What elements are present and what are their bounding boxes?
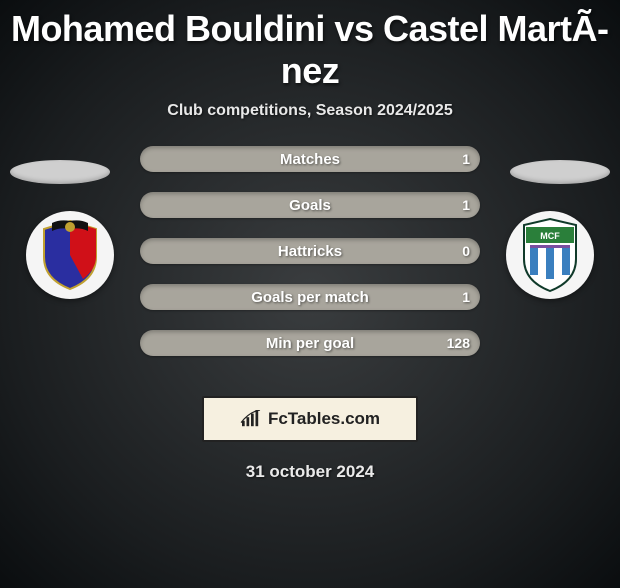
comparison-area: MCF Matches 1 Goals 1 Hattricks 0 Goals … xyxy=(0,160,620,380)
stat-row-goals-per-match: Goals per match 1 xyxy=(140,284,480,310)
levante-crest-icon xyxy=(38,219,102,291)
malaga-crest-icon: MCF xyxy=(520,217,580,293)
player-right-oval xyxy=(510,160,610,184)
stat-label: Min per goal xyxy=(140,335,480,352)
club-badge-left xyxy=(20,212,120,298)
brand-box[interactable]: FcTables.com xyxy=(202,396,418,442)
stat-right-value: 1 xyxy=(450,289,470,305)
stat-label: Matches xyxy=(140,151,480,168)
page-title: Mohamed Bouldini vs Castel MartÃ­nez xyxy=(0,8,620,92)
stat-right-value: 1 xyxy=(450,197,470,213)
stat-row-min-per-goal: Min per goal 128 xyxy=(140,330,480,356)
club-badge-right: MCF xyxy=(500,212,600,298)
stat-label: Hattricks xyxy=(140,243,480,260)
stat-rows: Matches 1 Goals 1 Hattricks 0 Goals per … xyxy=(140,146,480,376)
bar-chart-icon xyxy=(240,410,262,428)
stat-row-goals: Goals 1 xyxy=(140,192,480,218)
stat-label: Goals per match xyxy=(140,289,480,306)
stat-row-hattricks: Hattricks 0 xyxy=(140,238,480,264)
subtitle: Club competitions, Season 2024/2025 xyxy=(0,102,620,120)
badge-circle xyxy=(26,211,114,299)
brand-label: FcTables.com xyxy=(268,409,380,429)
badge-circle: MCF xyxy=(506,211,594,299)
date-label: 31 october 2024 xyxy=(0,462,620,482)
stat-right-value: 1 xyxy=(450,151,470,167)
stat-row-matches: Matches 1 xyxy=(140,146,480,172)
svg-text:MCF: MCF xyxy=(540,231,560,241)
player-left-oval xyxy=(10,160,110,184)
stat-right-value: 0 xyxy=(450,243,470,259)
stat-label: Goals xyxy=(140,197,480,214)
stat-right-value: 128 xyxy=(447,335,470,351)
